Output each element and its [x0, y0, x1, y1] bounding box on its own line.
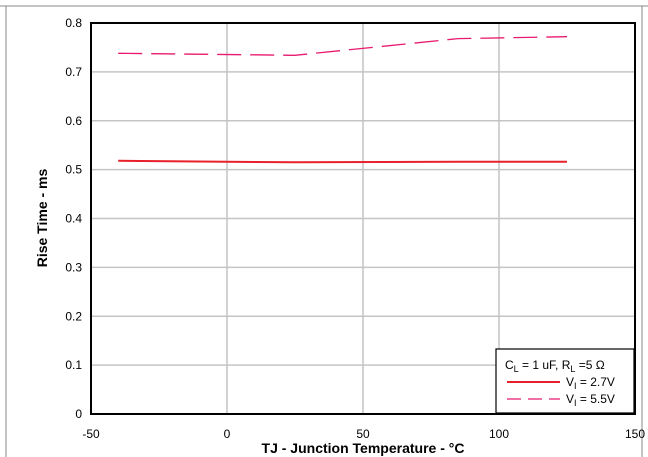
x-tick-label: 150 — [625, 427, 645, 441]
gridlines — [91, 23, 635, 414]
y-tick-label: 0.6 — [65, 114, 82, 128]
series-layer — [118, 36, 568, 164]
y-tick-label: 0 — [75, 407, 82, 421]
legend-label-5-5v: VI = 5.5V — [566, 392, 615, 408]
x-axis-title: TJ - Junction Temperature - °C — [262, 440, 465, 456]
series-line-2-7v — [118, 159, 567, 164]
y-tick-label: 0.2 — [65, 309, 82, 323]
y-tick-label: 0.3 — [65, 260, 82, 274]
legend: CL = 1 uF, RL =5 Ω VI = 2.7V VI = 5.5V — [495, 348, 635, 414]
y-tick-label: 0.7 — [65, 65, 82, 79]
y-tick-label: 0.5 — [65, 163, 82, 177]
plot-area — [90, 22, 636, 415]
y-tick-label: 0.4 — [65, 212, 82, 226]
x-tick-label: 100 — [489, 427, 509, 441]
y-tick-label: 0.8 — [65, 16, 82, 30]
legend-condition: CL = 1 uF, RL =5 Ω — [505, 358, 605, 374]
x-tick-label: -50 — [82, 427, 100, 441]
legend-label-2-7v: VI = 2.7V — [566, 375, 615, 391]
y-axis-title: Rise Time - ms — [34, 169, 50, 268]
x-tick-label: 50 — [356, 427, 370, 441]
y-tick-label: 0.1 — [65, 358, 82, 372]
x-tick-label: 0 — [224, 427, 231, 441]
series-line-5-5v — [118, 36, 568, 56]
